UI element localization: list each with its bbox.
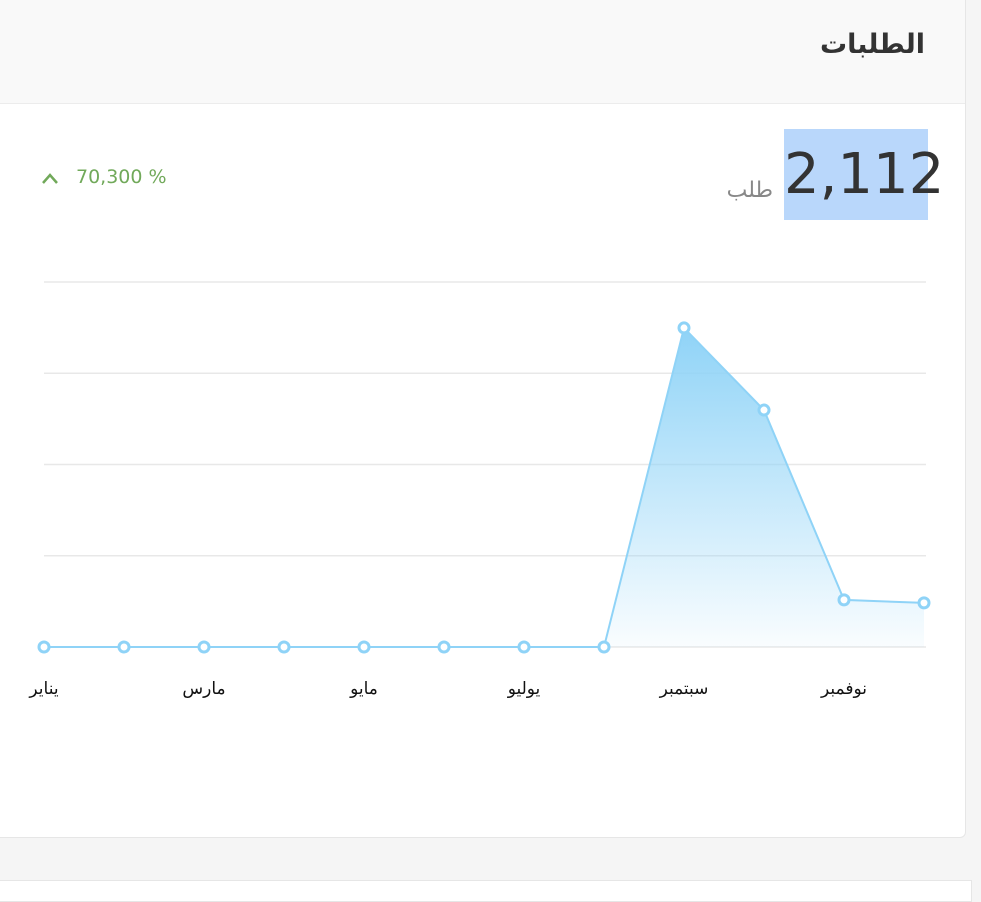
point xyxy=(357,640,371,654)
card-header: الطلبات xyxy=(0,0,965,104)
x-tick-label: يوليو xyxy=(507,679,541,699)
point xyxy=(37,640,51,654)
point xyxy=(837,593,851,607)
point xyxy=(677,321,691,335)
point xyxy=(197,640,211,654)
point xyxy=(757,403,771,417)
next-card xyxy=(0,880,972,902)
x-tick-label: يناير xyxy=(28,679,58,699)
total-unit: طلب xyxy=(726,178,773,203)
x-tick-label: نوفمبر xyxy=(820,679,867,699)
up-arrow xyxy=(42,173,58,184)
x-tick-label: مارس xyxy=(182,679,225,699)
point xyxy=(597,640,611,654)
point xyxy=(517,640,531,654)
line xyxy=(44,325,925,648)
total-value: 2,112 xyxy=(784,129,944,220)
x-tick-label: مايو xyxy=(349,679,378,699)
area-fill xyxy=(44,327,924,647)
point xyxy=(437,640,451,654)
card-title: الطلبات xyxy=(819,29,925,60)
point xyxy=(917,596,931,610)
x-tick-label: سبتمبر xyxy=(659,679,709,699)
point xyxy=(117,640,131,654)
change-percent: 70,300 % xyxy=(76,166,167,188)
point xyxy=(277,640,291,654)
